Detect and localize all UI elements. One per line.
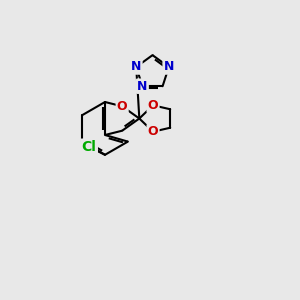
Text: Cl: Cl xyxy=(82,140,97,154)
Text: O: O xyxy=(117,100,128,113)
Text: O: O xyxy=(148,125,158,138)
Text: O: O xyxy=(148,99,158,112)
Text: N: N xyxy=(131,61,141,74)
Text: N: N xyxy=(164,61,174,74)
Text: N: N xyxy=(137,80,148,93)
